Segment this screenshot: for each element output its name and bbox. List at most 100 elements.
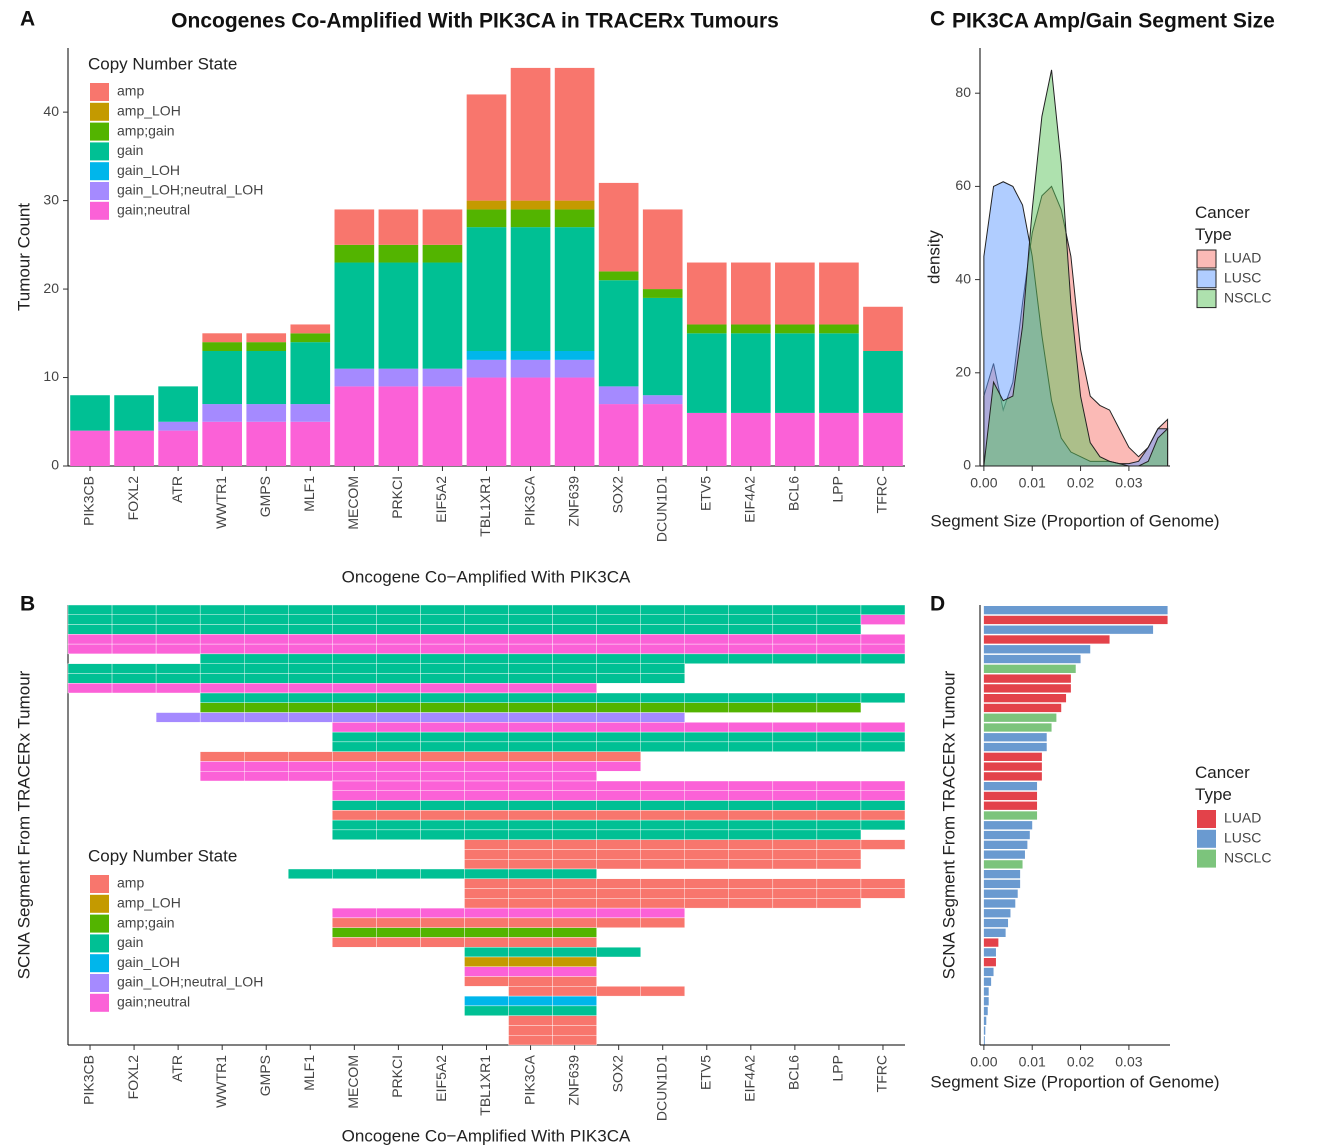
tile [464,771,509,782]
bar-segment [598,280,639,387]
bar [983,791,1038,801]
tile [640,712,685,723]
bar-segment [378,368,419,387]
x-tick-label: 0.02 [1067,1054,1094,1070]
bar [983,713,1057,722]
x-tick-label: EIF5A2 [433,476,449,523]
x-tick-label: BCL6 [786,476,802,511]
tile [596,634,641,645]
tile [816,741,862,752]
tile [332,829,377,840]
tile [199,614,245,625]
tile [288,673,333,684]
bar-segment [598,404,639,466]
tile [464,643,509,655]
x-axis-title: Oncogene Co−Amplified With PIK3CA [342,567,631,586]
tile [596,790,641,801]
tile [552,663,597,674]
tile [860,634,906,645]
tile [288,868,333,879]
panel-letter: A [20,8,35,31]
tile [332,771,377,782]
tile [508,927,553,938]
tile [728,888,774,899]
tile [155,624,201,635]
tile [464,653,509,664]
tile [684,829,729,840]
tile [552,917,597,928]
x-tick-label: 0.03 [1115,1054,1142,1070]
tile [464,937,509,948]
x-axis-title: Oncogene Co−Amplified With PIK3CA [342,1126,631,1145]
legend-label: amp_LOH [117,895,181,911]
legend-label: gain [117,934,143,950]
y-tick-label: 10 [43,368,59,384]
tile [684,731,729,743]
y-tick-label: 40 [43,103,59,119]
tile [640,878,685,889]
tile [332,868,377,879]
panel-letter: D [930,593,945,616]
bar [983,850,1025,859]
tile [860,800,906,811]
tile [640,604,685,615]
tile [860,604,906,615]
bar [983,967,994,977]
legend-title: Cancer Type [1195,203,1250,244]
tile [420,829,465,840]
tile [420,937,465,948]
tile [332,810,377,821]
tile [640,917,685,928]
tile [816,859,862,870]
tile [596,692,641,703]
bar-segment [290,421,331,466]
tile [376,624,421,635]
tile [728,692,774,703]
tile [244,634,289,645]
bar-segment [554,67,595,201]
bar [983,635,1110,644]
tile [420,702,465,713]
x-tick-label: EIF4A2 [742,1055,758,1102]
tile [640,986,685,997]
bar-segment [642,297,683,396]
tile [816,634,862,645]
bar [983,782,1038,791]
tile [508,947,553,958]
tile [464,956,509,967]
tile [860,643,906,655]
x-tick-label: FOXL2 [125,1055,141,1100]
tile [464,614,509,625]
tile [772,780,818,791]
x-tick-label: PRKCI [389,1055,405,1098]
x-tick-label: MLF1 [301,1055,317,1091]
bar-segment [686,324,727,334]
tile [420,634,465,645]
tile [464,859,509,870]
bar-segment [510,359,551,378]
bar-segment [686,412,727,466]
legend-swatch [90,142,109,161]
tile [199,643,245,655]
x-tick-label: EIF4A2 [742,476,758,523]
tile [816,829,862,840]
legend-label: gain_LOH;neutral_LOH [117,182,263,198]
tile [640,849,685,860]
tile [288,712,333,723]
tile [464,976,509,987]
bar-segment [510,200,551,210]
tile [552,839,597,850]
tile [552,673,597,684]
tile [596,653,641,664]
bar [983,615,1168,625]
tile [288,683,333,694]
bar-segment [202,342,243,351]
tile [508,731,553,743]
tile [376,927,421,938]
x-tick-label: TBL1XR1 [477,1055,493,1116]
tile [508,614,553,625]
tile [772,819,818,831]
x-tick-label: DCUN1D1 [653,476,669,542]
bar-segment [863,412,903,466]
bar [983,860,1023,869]
